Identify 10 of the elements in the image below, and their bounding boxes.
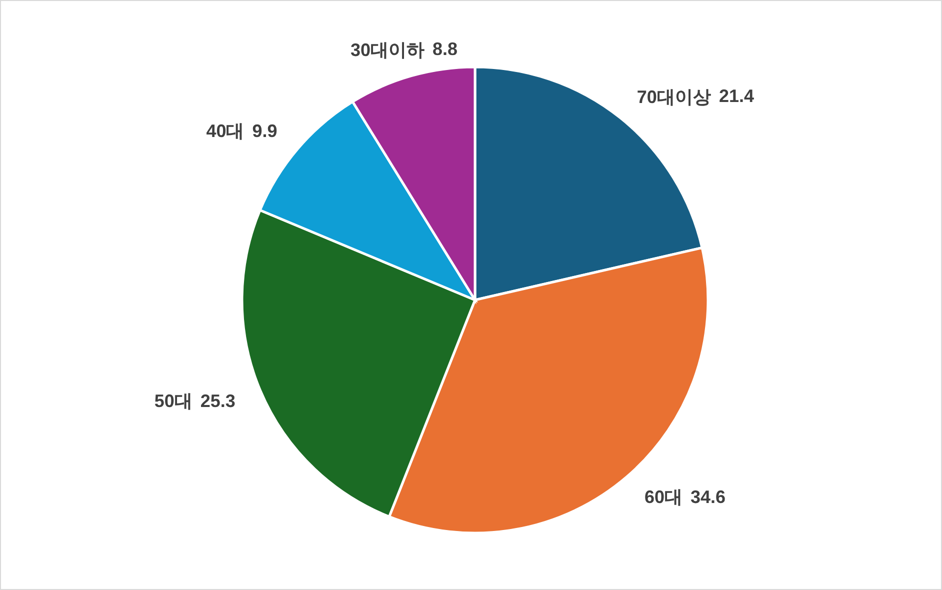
data-label: 25.3 (200, 390, 236, 412)
data-label: 8.8 (432, 39, 458, 60)
slice-label: 40대 (206, 120, 244, 144)
slice-label: 50대 (154, 390, 192, 413)
slice-label: 70대이상 (636, 86, 711, 109)
data-label: 9.9 (252, 120, 278, 142)
data-label: 21.4 (718, 86, 754, 108)
slice-label: 60대 (644, 486, 682, 510)
data-label: 34.6 (690, 486, 726, 508)
slice-label: 30대이하 (350, 38, 425, 62)
